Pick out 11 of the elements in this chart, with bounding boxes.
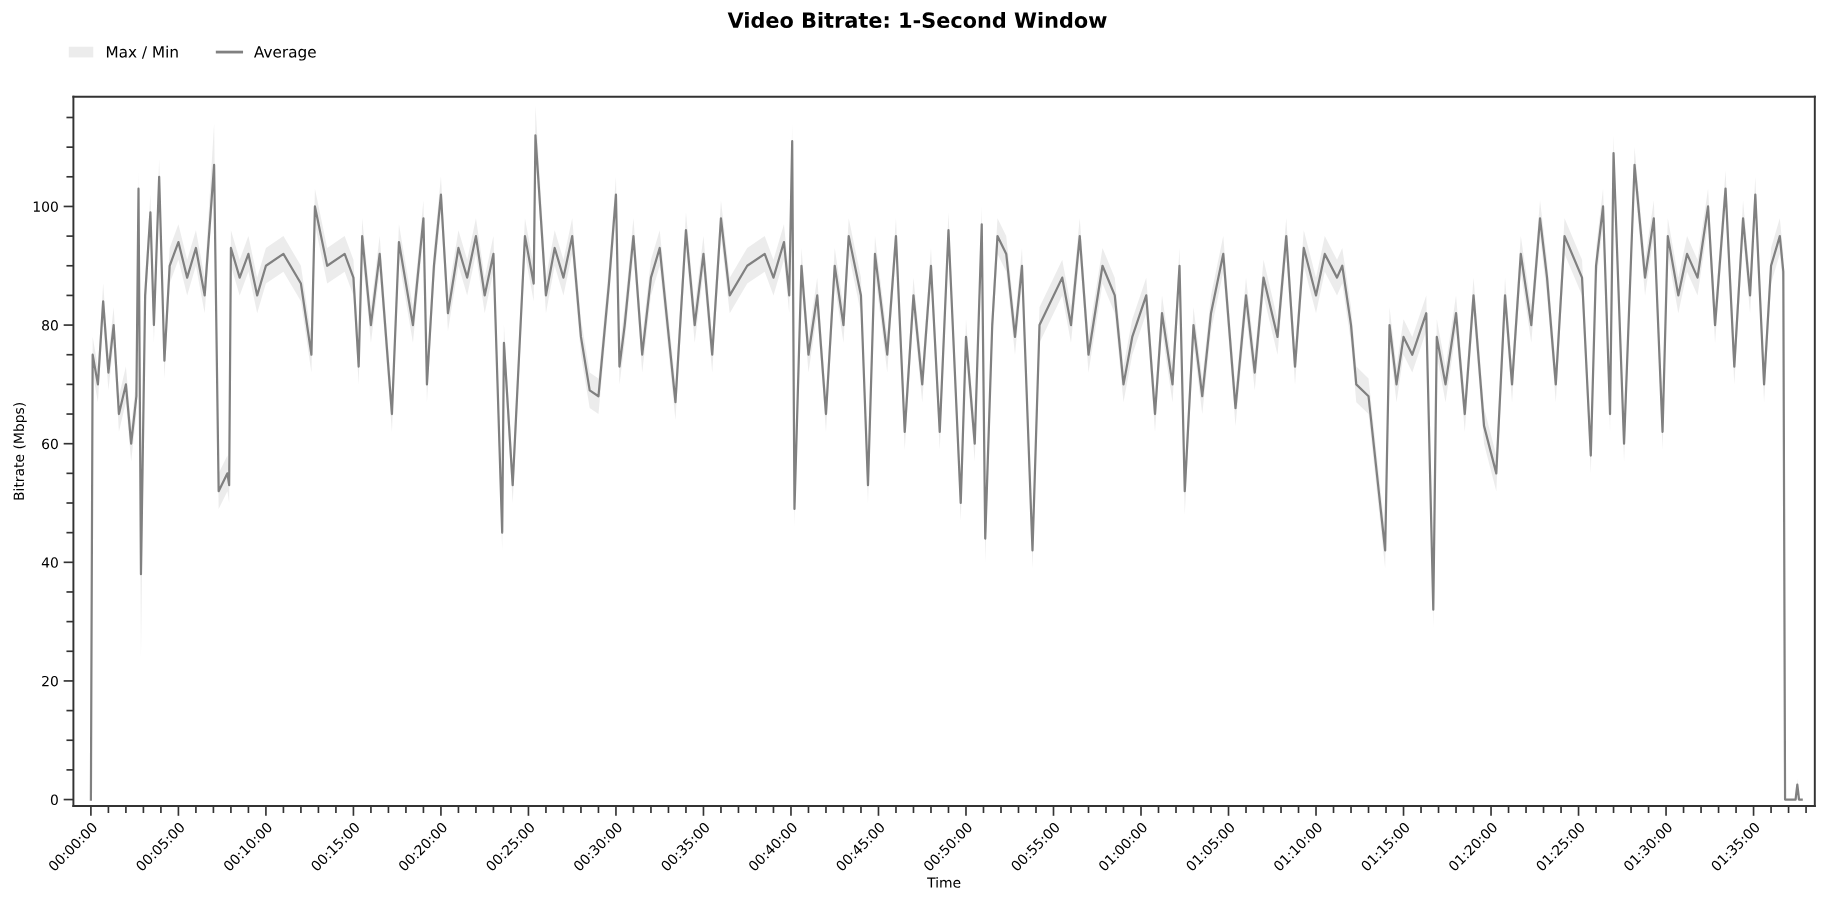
y-tick-label: 100 bbox=[33, 201, 58, 212]
y-tick-label: 20 bbox=[42, 675, 58, 687]
legend-label: Average bbox=[254, 46, 316, 61]
y-tick-label: 0 bbox=[50, 794, 58, 806]
y-axis-title: Bitrate (Mbps) bbox=[13, 403, 27, 500]
chart-title: Video Bitrate: 1-Second Window bbox=[727, 11, 1107, 29]
y-tick-label: 40 bbox=[41, 557, 58, 568]
y-tick-label: 80 bbox=[42, 320, 58, 331]
x-axis-title: Time bbox=[927, 877, 961, 888]
text: Max / Min bbox=[106, 45, 178, 59]
y-tick-label: 60 bbox=[42, 438, 58, 450]
